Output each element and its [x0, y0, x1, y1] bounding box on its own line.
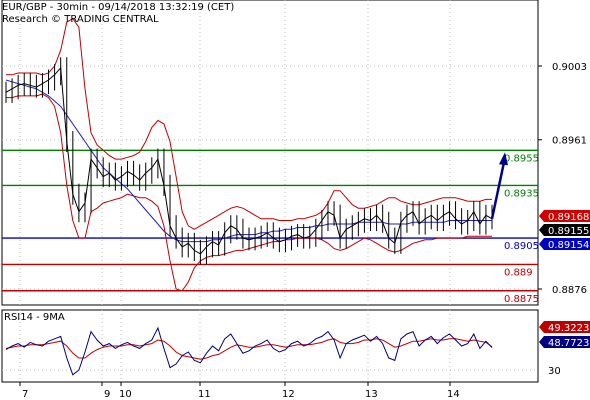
y-tick-label: 0.9003 [552, 62, 587, 73]
price-frame [1, 0, 539, 306]
price-tag-label: 0.89154 [548, 240, 589, 251]
price-tag-label: 0.89168 [548, 212, 589, 223]
x-tick-label: 14 [447, 389, 460, 400]
price-tag-label: 0.89155 [548, 226, 589, 237]
price-tag [539, 238, 590, 250]
rsi-value-tag [539, 336, 590, 348]
bollinger-upper-line [6, 17, 492, 230]
close-line [5, 66, 493, 255]
x-tick-label: 12 [282, 389, 295, 400]
rsi-y-tick-label: 30 [548, 366, 561, 377]
price-tag [539, 210, 590, 222]
x-tick-label: 9 [104, 389, 110, 400]
level-label: 0.889 [504, 267, 533, 278]
level-label: 0.8935 [504, 188, 539, 199]
rsi-value-tag-label: 48.7723 [548, 338, 589, 349]
rsi-title: RSI14 - 9MA [4, 312, 65, 323]
rsi-line [5, 326, 493, 376]
y-tick-label: 0.8876 [552, 285, 587, 296]
rsi-frame [1, 309, 539, 383]
projection-arrow-head [499, 152, 508, 166]
rsi-value-tag [539, 321, 590, 333]
x-axis: 7 9 10 11 12 13 14 [19, 382, 460, 400]
rsi-value-tag-label: 49.3223 [548, 323, 589, 334]
projection-arrow-line [490, 162, 506, 220]
rsi-ma-line [5, 338, 493, 360]
x-tick-label: 7 [22, 389, 28, 400]
x-tick-label: 10 [119, 389, 132, 400]
chart-source: Research © TRADING CENTRAL [2, 14, 159, 25]
price-panel: 0.9003 0.8961 0.8876 0.8955 0.8935 0.8905 0.88… [1, 0, 590, 306]
chart-title: EUR/GBP - 30min - 09/14/2018 13:32:19 (C… [2, 2, 235, 13]
rsi-panel: 30 RSI14 - 9MA 49.3223 48.7723 [1, 309, 590, 383]
level-label: 0.8875 [504, 294, 539, 305]
level-label: 0.8905 [504, 241, 539, 252]
x-tick-label: 11 [198, 389, 211, 400]
level-label: 0.8955 [504, 153, 539, 164]
x-tick-label: 13 [365, 389, 378, 400]
y-tick-label: 0.8961 [552, 136, 587, 147]
price-tag [539, 224, 590, 236]
